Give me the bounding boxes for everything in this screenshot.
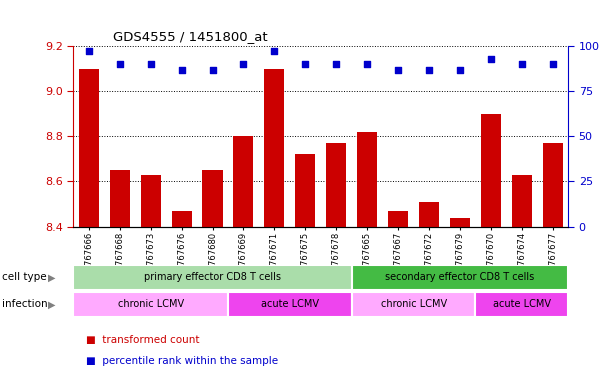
Text: ■  percentile rank within the sample: ■ percentile rank within the sample bbox=[86, 356, 277, 366]
Bar bbox=[109, 170, 130, 227]
Text: acute LCMV: acute LCMV bbox=[261, 299, 319, 310]
Text: infection: infection bbox=[2, 299, 48, 310]
Text: acute LCMV: acute LCMV bbox=[493, 299, 551, 310]
Point bbox=[238, 61, 248, 67]
Point bbox=[146, 61, 156, 67]
Bar bbox=[265, 69, 285, 227]
Text: chronic LCMV: chronic LCMV bbox=[381, 299, 447, 310]
Text: chronic LCMV: chronic LCMV bbox=[117, 299, 184, 310]
Bar bbox=[326, 143, 346, 227]
Bar bbox=[475, 292, 568, 317]
Text: secondary effector CD8 T cells: secondary effector CD8 T cells bbox=[386, 272, 535, 283]
Bar bbox=[73, 265, 352, 290]
Point bbox=[424, 66, 434, 73]
Point bbox=[84, 48, 93, 55]
Point bbox=[455, 66, 465, 73]
Text: primary effector CD8 T cells: primary effector CD8 T cells bbox=[144, 272, 281, 283]
Bar bbox=[233, 136, 254, 227]
Bar bbox=[419, 202, 439, 227]
Bar bbox=[295, 154, 315, 227]
Point bbox=[115, 61, 125, 67]
Bar bbox=[388, 211, 408, 227]
Text: ▶: ▶ bbox=[48, 272, 56, 283]
Bar bbox=[79, 69, 99, 227]
Bar bbox=[73, 292, 228, 317]
Bar bbox=[450, 218, 470, 227]
Bar bbox=[481, 114, 501, 227]
Point bbox=[548, 61, 558, 67]
Point bbox=[301, 61, 310, 67]
Bar bbox=[543, 143, 563, 227]
Bar bbox=[228, 292, 352, 317]
Bar bbox=[141, 175, 161, 227]
Point bbox=[517, 61, 527, 67]
Bar bbox=[512, 175, 532, 227]
Point bbox=[208, 66, 218, 73]
Point bbox=[486, 56, 496, 62]
Bar bbox=[172, 211, 192, 227]
Point bbox=[331, 61, 341, 67]
Text: cell type: cell type bbox=[2, 272, 46, 283]
Bar bbox=[352, 265, 568, 290]
Text: ▶: ▶ bbox=[48, 299, 56, 310]
Point bbox=[269, 48, 279, 55]
Bar bbox=[357, 132, 377, 227]
Text: ■  transformed count: ■ transformed count bbox=[86, 335, 199, 345]
Bar bbox=[202, 170, 222, 227]
Bar bbox=[352, 292, 475, 317]
Point bbox=[393, 66, 403, 73]
Point bbox=[177, 66, 186, 73]
Point bbox=[362, 61, 372, 67]
Text: GDS4555 / 1451800_at: GDS4555 / 1451800_at bbox=[113, 30, 268, 43]
